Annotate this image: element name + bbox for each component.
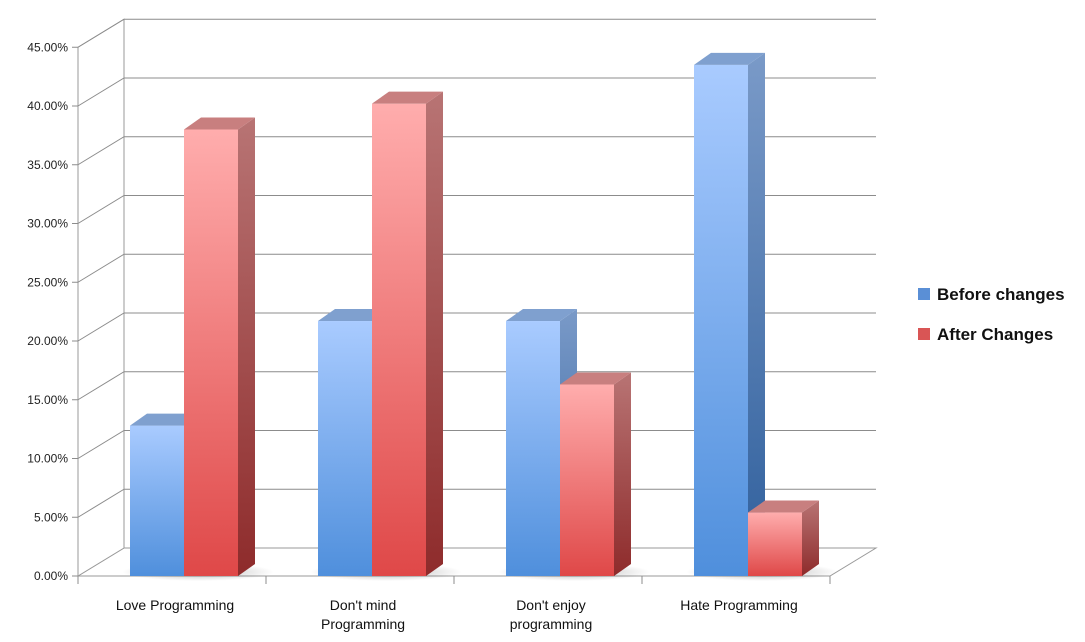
bar-front-face (560, 384, 614, 576)
x-category-label: Hate Programming (680, 597, 798, 613)
legend-swatch (918, 328, 930, 340)
bar-side-face (426, 91, 443, 577)
y-tick-label: 0.00% (34, 569, 68, 583)
bar (748, 500, 819, 576)
y-tick-label: 15.00% (27, 393, 68, 407)
y-tick-label: 35.00% (27, 158, 68, 172)
gridline (77, 195, 876, 224)
bar-front-face (318, 321, 372, 576)
bar-top-face (694, 52, 765, 65)
bar-side-face (802, 500, 819, 576)
bar-side-face (748, 52, 765, 576)
bar-side-face (614, 372, 631, 576)
bar (372, 91, 443, 577)
y-tick-label: 10.00% (27, 452, 68, 466)
legend-label: Before changes (937, 285, 1065, 304)
legend: Before changes After Changes (918, 285, 1065, 344)
bar-top-face (318, 309, 389, 322)
y-tick-label: 25.00% (27, 275, 68, 289)
bar-top-face (748, 500, 819, 513)
bar (560, 372, 631, 576)
y-tick-label: 30.00% (27, 217, 68, 231)
gridline (77, 136, 876, 166)
gridline (77, 371, 876, 401)
bar-top-face (506, 309, 577, 322)
gridline (77, 312, 876, 342)
bar-front-face (184, 129, 238, 576)
gridline (77, 18, 876, 48)
bar-top-face (184, 117, 255, 130)
x-category-label: Don't mind Programming (321, 597, 405, 632)
bar-top-face (130, 413, 201, 426)
gridline (77, 77, 876, 107)
labels-layer: 0.00% 5.00% 10.00% 15.00% 20.00% 25.00% 30.00%… (27, 40, 797, 632)
bar (694, 52, 765, 576)
chart-left-wall (77, 18, 125, 577)
x-category-label: Don't enjoy programming (510, 597, 592, 632)
y-tick-label: 40.00% (27, 99, 68, 113)
bars-layer (130, 52, 819, 577)
y-tick-label: 5.00% (34, 510, 68, 524)
bar-front-face (506, 321, 560, 576)
bar (184, 117, 255, 576)
x-category-label: Love Programming (116, 597, 234, 613)
legend-swatch (918, 288, 930, 300)
y-tick-label: 45.00% (27, 40, 68, 54)
gridline (77, 253, 876, 283)
bar-top-face (560, 372, 631, 385)
bar-front-face (372, 103, 426, 577)
legend-label: After Changes (937, 325, 1053, 344)
bar-front-face (694, 64, 748, 576)
bar-front-face (748, 512, 802, 576)
grid-layer (72, 18, 878, 584)
bar-front-face (130, 425, 184, 576)
y-tick-label: 20.00% (27, 334, 68, 348)
bar-side-face (238, 117, 255, 576)
bar-top-face (372, 91, 443, 104)
